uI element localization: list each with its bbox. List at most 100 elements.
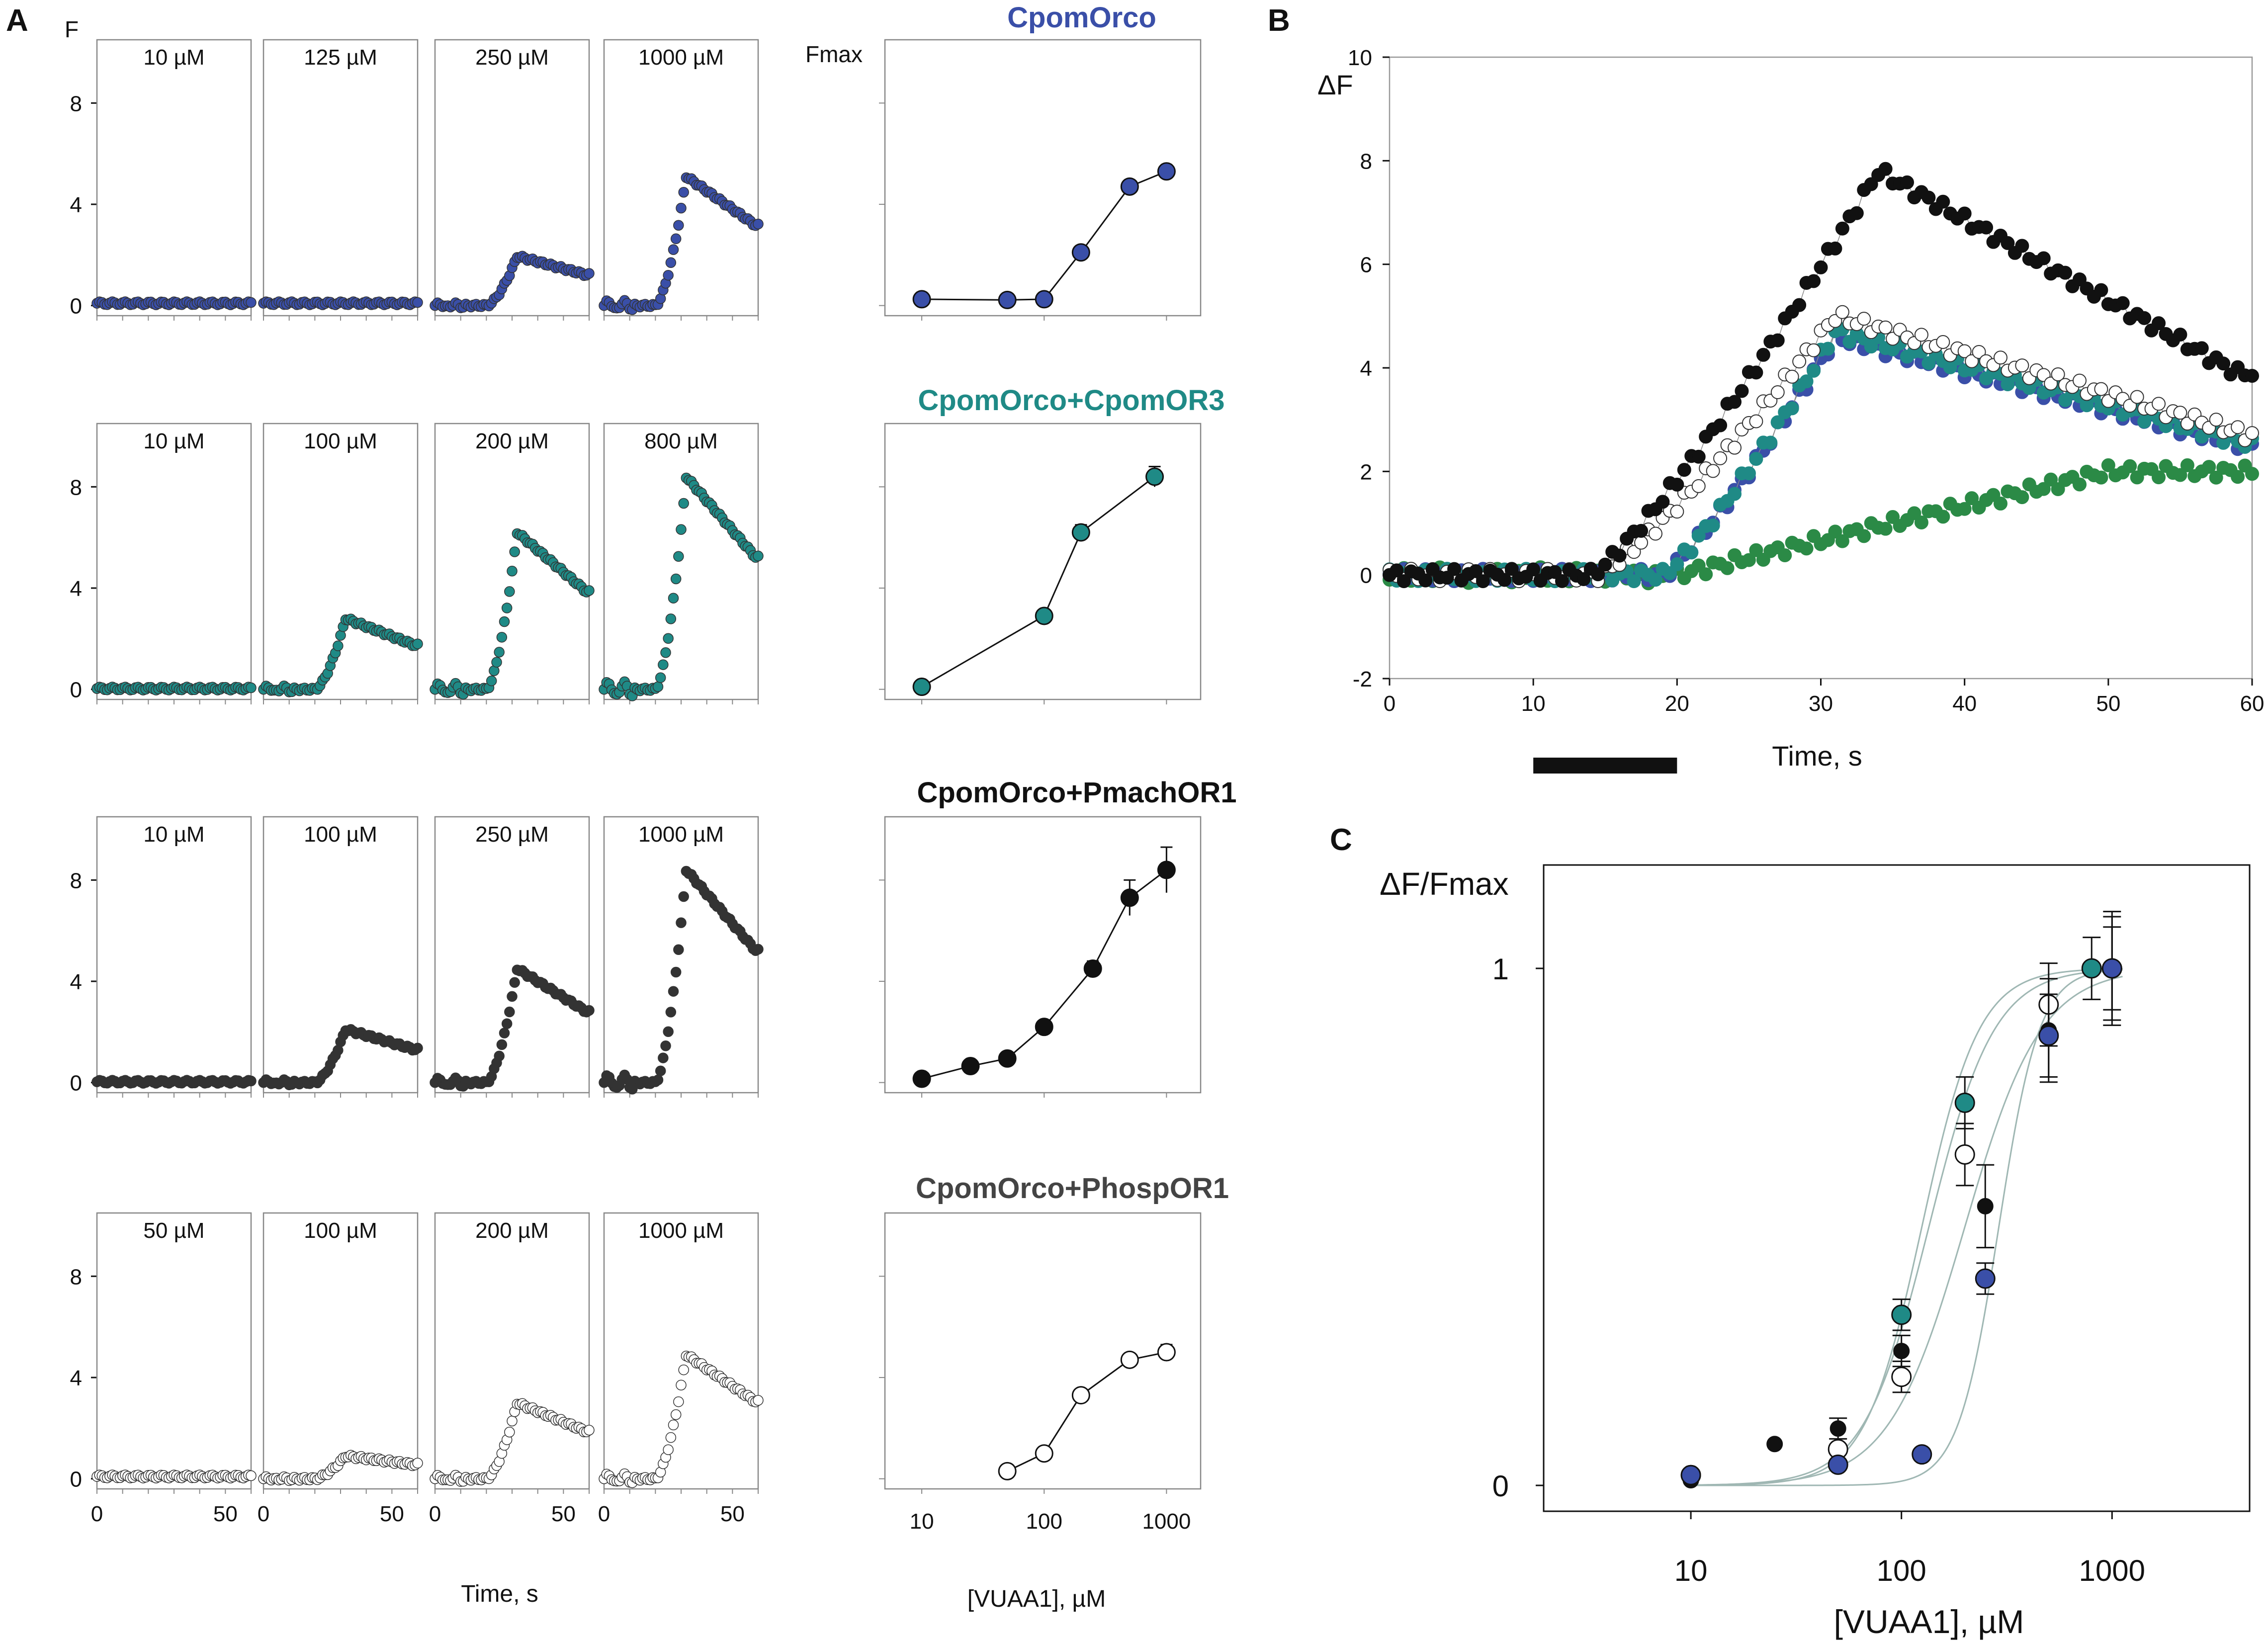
b-point — [1749, 452, 1763, 466]
b-point — [2173, 406, 2187, 420]
b-point — [2101, 458, 2115, 472]
b-ytick-label: 4 — [1360, 356, 1372, 381]
b-point — [2245, 467, 2259, 481]
a-trace-conc-label: 1000 µM — [638, 822, 724, 847]
a-trace-point — [663, 1026, 674, 1037]
a-fmax-xtick-label: 1000 — [1142, 1509, 1191, 1534]
b-point — [1864, 177, 1878, 191]
a-trace-point — [665, 257, 677, 268]
b-point — [1742, 466, 1756, 481]
b-point — [2073, 373, 2087, 388]
c-fit-curve — [1691, 969, 2123, 1486]
a-fmax-point — [912, 290, 931, 309]
a-trace-point — [673, 944, 684, 955]
b-point — [1648, 573, 1662, 587]
b-point — [1749, 414, 1763, 429]
a-trace-point — [660, 1040, 671, 1051]
a-fmax-line — [921, 476, 1155, 688]
a-fmax-point — [1083, 959, 1102, 978]
b-xtick-label: 10 — [1521, 691, 1546, 716]
b-point — [1864, 340, 1878, 354]
a-trace-point — [246, 1075, 257, 1087]
b-xtick-label: 0 — [1384, 691, 1396, 716]
a-fmax-point — [998, 290, 1017, 309]
b-point — [1835, 534, 1849, 548]
a-fmax-line — [1007, 1351, 1167, 1472]
a-fmax-ylabel: Fmax — [805, 41, 863, 67]
a-fmax-frame — [884, 423, 1202, 700]
a-trace-point — [678, 1364, 689, 1376]
a-trace-point — [333, 640, 344, 651]
a-trace-frame — [603, 1212, 759, 1490]
b-point — [2194, 341, 2209, 355]
a-ytick-label: 4 — [70, 970, 82, 994]
b-point — [1770, 415, 1785, 430]
a-trace-conc-label: 10 µM — [143, 45, 204, 70]
b-point — [1418, 573, 1433, 588]
b-point — [1548, 565, 1562, 579]
a-trace-conc-label: 10 µM — [143, 429, 204, 453]
c-fit-curve — [1691, 968, 2123, 1486]
b-point — [1656, 495, 1670, 509]
c-xtick-label: 100 — [1877, 1554, 1926, 1587]
a-ytick-label: 0 — [70, 1468, 82, 1492]
b-xtick-label: 50 — [2096, 691, 2120, 716]
a-trace-conc-label: 10 µM — [143, 822, 204, 847]
a-trace-point — [673, 551, 684, 562]
a-fmax-point — [1035, 290, 1053, 309]
a-trace-point — [753, 218, 764, 230]
b-ytick-label: 10 — [1348, 46, 1372, 70]
a-trace-point — [668, 986, 679, 997]
a-trace-point — [501, 1018, 513, 1030]
a-trace-frame — [434, 1212, 590, 1490]
b-point — [2231, 420, 2245, 434]
b-point — [1670, 505, 1684, 519]
b-point — [2137, 311, 2152, 325]
b-point — [1957, 502, 1972, 516]
a-trace-point — [507, 566, 518, 577]
b-point — [1706, 464, 1720, 478]
b-point — [2202, 460, 2216, 474]
b-point — [1807, 274, 1821, 288]
panel-label-b: B — [1268, 3, 1290, 38]
b-point — [2094, 382, 2108, 396]
b-point — [2051, 482, 2065, 496]
a-trace-point — [496, 632, 508, 643]
a-trace-point — [509, 546, 520, 557]
b-point — [2051, 367, 2065, 382]
b-point — [1965, 354, 1979, 368]
a-trace-point — [665, 613, 677, 624]
b-point — [1886, 332, 1900, 346]
a-fmax-point — [1071, 523, 1090, 542]
c-frame — [1543, 864, 2251, 1512]
b-point — [1792, 354, 1807, 369]
a-trace-point — [676, 202, 687, 214]
b-point — [1921, 190, 1936, 205]
a-trace-conc-label: 50 µM — [143, 1218, 204, 1243]
b-point — [1821, 342, 1835, 356]
b-stimulus-bar — [1533, 758, 1677, 774]
a-trace-point — [412, 297, 423, 308]
b-point — [1699, 567, 1713, 582]
b-point — [2180, 417, 2194, 431]
b-ytick-label: 0 — [1360, 564, 1372, 588]
b-point — [1835, 305, 1849, 319]
b-point — [1627, 574, 1641, 589]
panel-a-traces: 0 4 8 10 µM 125 µM 250 µM 1000 µM 0 4 8 10 µM 100 µ… — [70, 39, 764, 1526]
a-fmax-point — [1071, 1386, 1090, 1405]
a-trace-conc-label: 250 µM — [475, 822, 549, 847]
a-trace-point — [504, 1426, 515, 1438]
panel-label-a: A — [6, 3, 28, 38]
a-trace-point — [676, 917, 687, 928]
c-point — [1893, 1343, 1910, 1360]
b-point — [1713, 451, 1728, 465]
a-trace-conc-label: 800 µM — [644, 429, 718, 453]
b-point — [2094, 470, 2108, 485]
b-point — [2231, 470, 2245, 484]
b-point — [1691, 479, 1706, 493]
a-trace-frame — [96, 39, 252, 317]
a-ytick-label: 8 — [70, 1265, 82, 1289]
b-point — [2015, 239, 2029, 253]
b-point — [1785, 369, 1799, 384]
